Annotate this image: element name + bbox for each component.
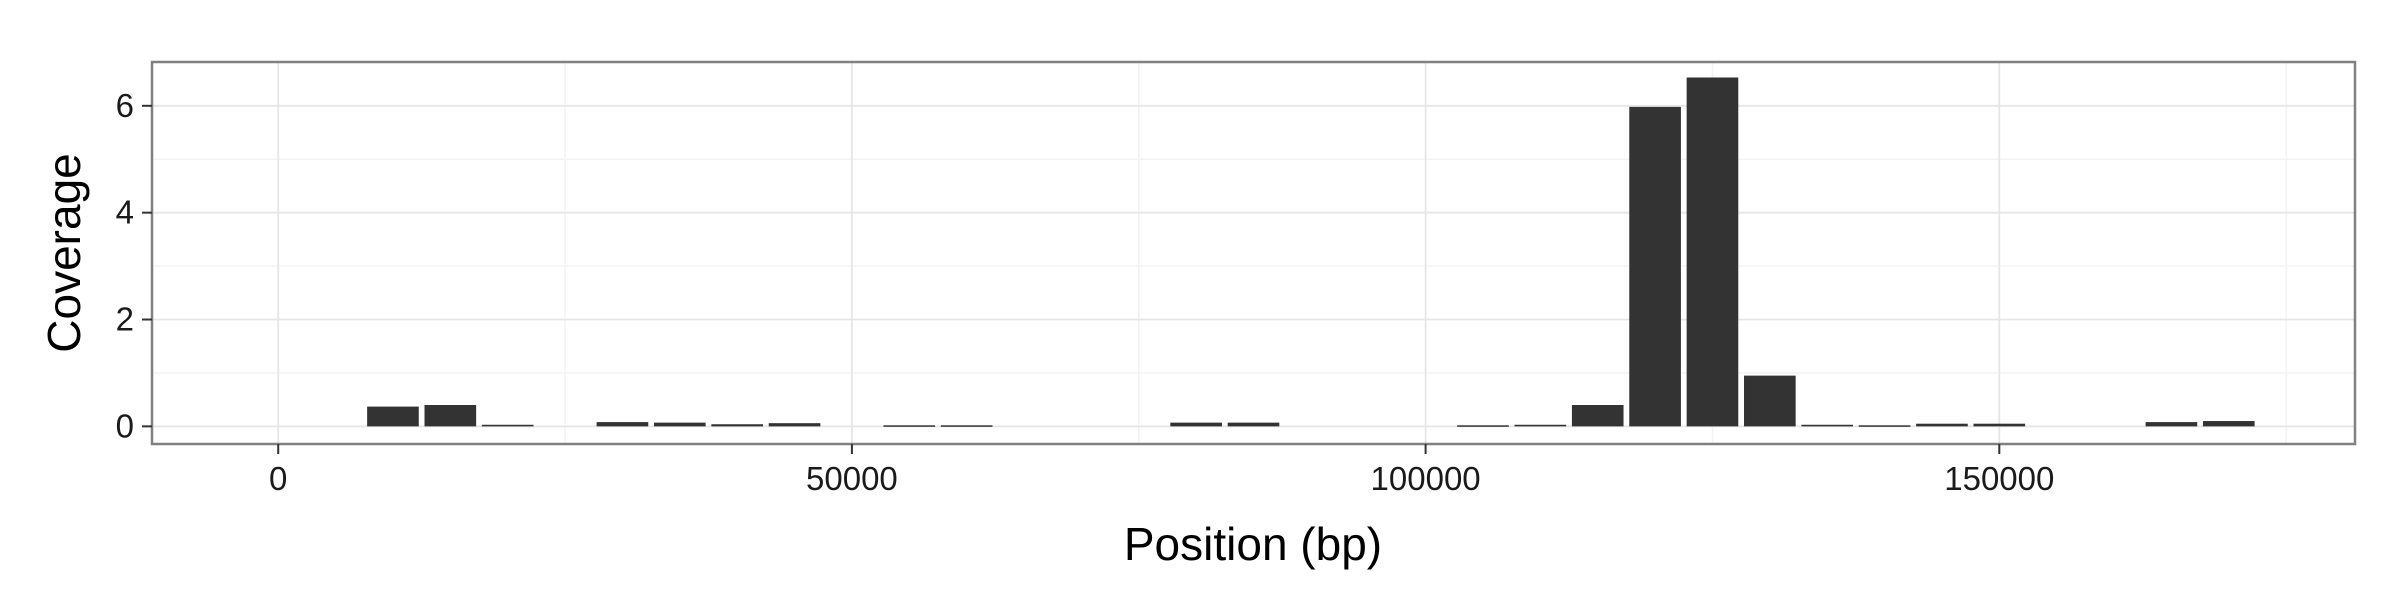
y-tick-label: 0 — [116, 407, 134, 444]
bar — [1170, 422, 1222, 427]
bar — [1571, 404, 1624, 427]
bar — [1973, 423, 2026, 427]
bar — [481, 424, 534, 427]
bar — [1858, 425, 1911, 427]
x-tick-label: 150000 — [1944, 460, 2054, 497]
y-axis-title: Coverage — [38, 153, 90, 352]
bar — [596, 422, 649, 427]
bar — [2202, 421, 2255, 427]
bar — [653, 422, 706, 427]
bar — [940, 425, 993, 427]
bar — [2145, 422, 2198, 427]
bar — [1916, 423, 1968, 427]
bar — [1457, 425, 1509, 427]
bar — [1514, 424, 1567, 427]
y-tick-label: 2 — [116, 301, 134, 338]
y-tick-label: 4 — [116, 194, 134, 231]
bar — [1801, 424, 1854, 427]
bar — [1744, 375, 1796, 427]
bar — [424, 404, 477, 427]
x-tick-label: 50000 — [806, 460, 898, 497]
x-tick-label: 100000 — [1371, 460, 1481, 497]
panel-background — [152, 62, 2355, 444]
bar — [1227, 422, 1280, 427]
bar-series — [367, 77, 2255, 427]
bar — [883, 425, 936, 427]
y-axis: 0 2 4 6 — [116, 87, 152, 444]
bar — [768, 423, 821, 427]
bar — [711, 424, 763, 427]
bar — [1686, 77, 1739, 427]
x-axis-title: Position (bp) — [1124, 518, 1382, 570]
x-axis: 0 50000 100000 150000 — [269, 444, 2054, 497]
bar — [367, 406, 419, 427]
panel-border — [150, 60, 2357, 446]
x-tick-label: 0 — [269, 460, 287, 497]
bar — [1629, 106, 1681, 427]
y-tick-label: 6 — [116, 87, 134, 124]
